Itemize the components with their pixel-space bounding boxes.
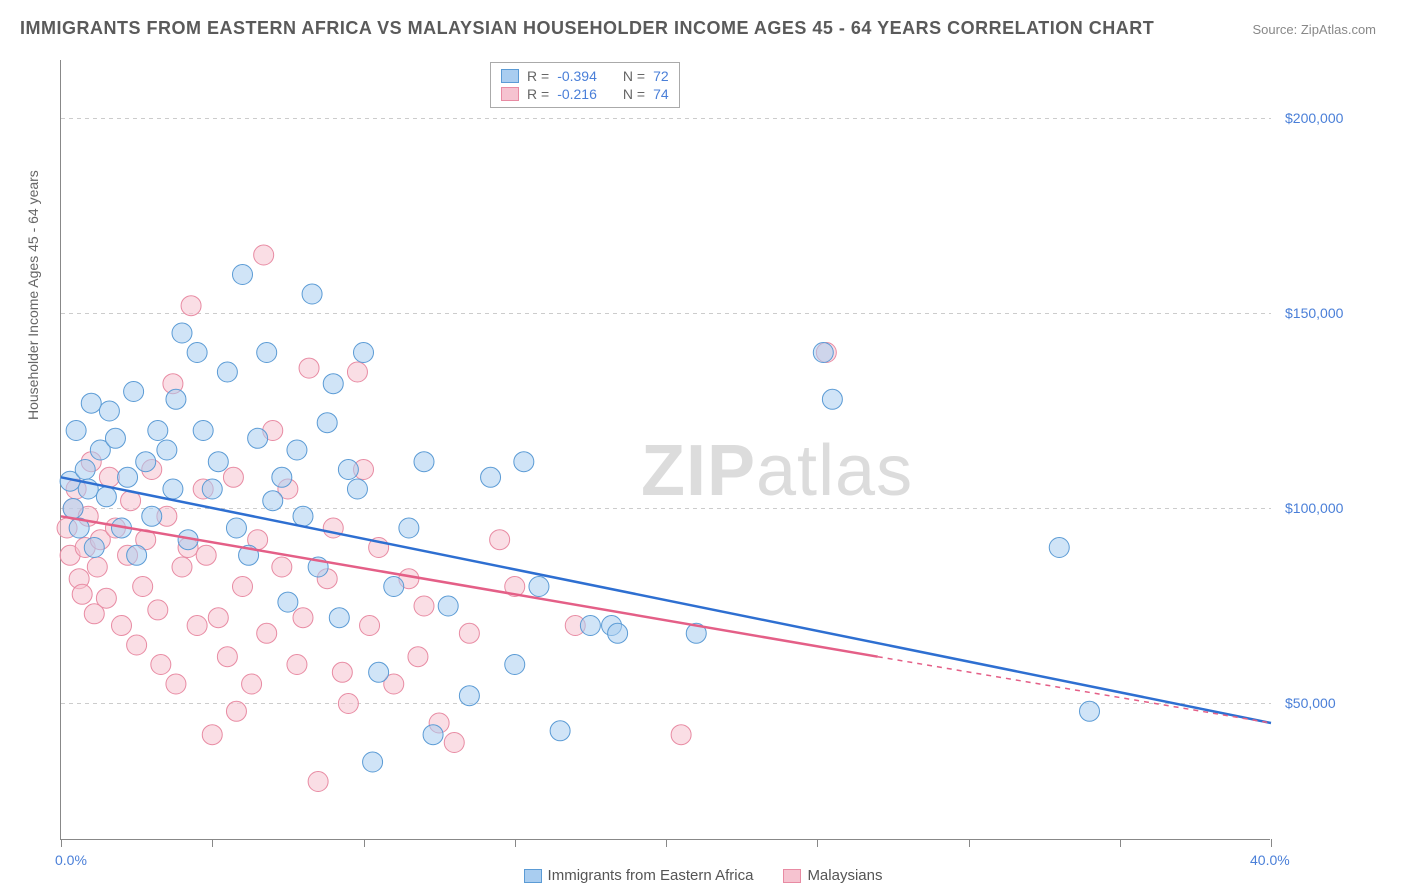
y-axis-label: Householder Income Ages 45 - 64 years bbox=[25, 170, 41, 420]
plot-svg bbox=[61, 60, 1270, 839]
plot-area: ZIPatlas bbox=[60, 60, 1270, 840]
y-tick-label: $50,000 bbox=[1285, 695, 1336, 711]
source-label: Source: ZipAtlas.com bbox=[1252, 22, 1376, 37]
y-tick-label: $100,000 bbox=[1285, 500, 1343, 516]
x-right-label: 40.0% bbox=[1250, 852, 1290, 868]
stats-row-pink: R = -0.216 N = 74 bbox=[501, 85, 669, 103]
y-tick-label: $150,000 bbox=[1285, 305, 1343, 321]
bottom-legend: Immigrants from Eastern Africa Malaysian… bbox=[0, 867, 1406, 884]
stats-box: R = -0.394 N = 72 R = -0.216 N = 74 bbox=[490, 62, 680, 108]
stats-row-blue: R = -0.394 N = 72 bbox=[501, 67, 669, 85]
y-tick-label: $200,000 bbox=[1285, 110, 1343, 126]
legend-label-pink: Malaysians bbox=[807, 867, 882, 884]
swatch-pink-icon bbox=[501, 87, 519, 101]
swatch-pink-icon bbox=[783, 869, 801, 883]
x-left-label: 0.0% bbox=[55, 852, 87, 868]
chart-container: IMMIGRANTS FROM EASTERN AFRICA VS MALAYS… bbox=[0, 0, 1406, 892]
chart-title: IMMIGRANTS FROM EASTERN AFRICA VS MALAYS… bbox=[20, 18, 1154, 39]
legend-item-blue: Immigrants from Eastern Africa bbox=[524, 867, 754, 884]
swatch-blue-icon bbox=[501, 69, 519, 83]
legend-item-pink: Malaysians bbox=[783, 867, 882, 884]
swatch-blue-icon bbox=[524, 869, 542, 883]
legend-label-blue: Immigrants from Eastern Africa bbox=[548, 867, 754, 884]
